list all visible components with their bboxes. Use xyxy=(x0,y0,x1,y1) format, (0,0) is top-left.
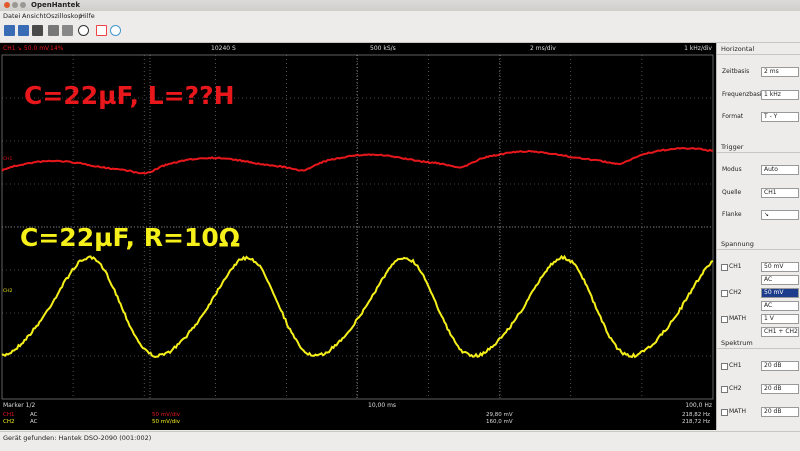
toolbar xyxy=(0,21,800,43)
save-button[interactable] xyxy=(18,25,29,36)
checkbox[interactable] xyxy=(721,316,728,323)
dock-separator xyxy=(717,348,800,349)
field-label: Frequenzbasis xyxy=(722,90,765,98)
field-label: CH1 xyxy=(729,362,742,369)
combobox[interactable]: T - Y xyxy=(761,112,799,122)
combobox[interactable]: AC xyxy=(761,301,799,311)
marker-time: 10,00 ms xyxy=(368,402,397,409)
header-freqbase: 1 kHz/div xyxy=(684,45,712,52)
window-title: OpenHantek xyxy=(31,1,81,9)
export-button[interactable] xyxy=(62,25,73,36)
combobox[interactable]: 50 mV xyxy=(761,288,799,298)
combobox[interactable]: 1 V xyxy=(761,314,799,324)
ch2-trace xyxy=(1,254,714,359)
dock-separator xyxy=(717,54,800,55)
measurement: 50 mV/div xyxy=(152,419,180,425)
field-label: MATH xyxy=(729,408,746,415)
field-label: CH2 xyxy=(729,385,742,392)
combobox[interactable]: 1 kHz xyxy=(761,89,799,100)
combobox[interactable]: 20 dB xyxy=(761,361,799,371)
combobox[interactable]: ↘ xyxy=(761,210,799,220)
title-bar: OpenHantek xyxy=(0,0,800,11)
field-label: Zeitbasis xyxy=(722,68,750,75)
checkbox[interactable] xyxy=(721,363,728,370)
dock-title: Horizontal xyxy=(721,45,755,53)
dock-panel: Horizontal Zeitbasis 2 ms Frequenzbasis 1 kH… xyxy=(716,43,800,430)
open-button[interactable] xyxy=(4,25,15,36)
marker-label: Marker 1/2 xyxy=(3,402,36,409)
channel-marker: CH1 xyxy=(3,157,13,162)
field-label: MATH xyxy=(729,315,746,322)
run-button[interactable] xyxy=(78,25,89,36)
dock-title: Trigger xyxy=(721,143,744,151)
measurement: 218,82 Hz xyxy=(682,412,711,418)
menu-item[interactable]: Ansicht xyxy=(22,12,47,20)
minimize-button[interactable] xyxy=(12,2,18,8)
print-button[interactable] xyxy=(48,25,59,36)
status-bar: Gerät gefunden: Hantek DSO-2090 (001:002… xyxy=(0,431,800,451)
combobox[interactable]: 20 dB xyxy=(761,407,799,417)
combobox[interactable]: AC xyxy=(761,275,799,285)
combobox[interactable]: 2 ms xyxy=(761,67,799,77)
menu-item[interactable]: Oszilloskop xyxy=(46,12,83,20)
dock-separator xyxy=(717,152,800,153)
dock-title: Spannung xyxy=(721,240,754,248)
digital-phosphor-button[interactable] xyxy=(96,25,107,36)
field-label: CH1 xyxy=(729,263,742,270)
measurement: 160,0 mV xyxy=(486,419,513,425)
measurement: AC xyxy=(30,412,38,418)
checkbox[interactable] xyxy=(721,409,728,416)
annotation: C=22µF, L=??H xyxy=(24,81,235,110)
combobox[interactable]: Auto xyxy=(761,165,799,175)
header-pretrigger: 14% xyxy=(50,45,64,52)
checkbox[interactable] xyxy=(721,290,728,297)
header-trigger: ↘ 50.0 mV xyxy=(17,45,50,52)
header-samples: 10240 S xyxy=(211,45,236,52)
field-label: CH2 xyxy=(729,289,742,296)
close-button[interactable] xyxy=(4,2,10,8)
header-channel: CH1 xyxy=(3,45,16,52)
channel-marker: CH2 xyxy=(3,289,13,294)
field-label: Modus xyxy=(722,166,742,173)
ch1-trace xyxy=(1,146,714,175)
scope-view: CH1 ↘ 50.0 mV 14% 10240 S 500 kS/s 2 ms/… xyxy=(0,43,716,430)
marker-frequency: 100,0 Hz xyxy=(685,402,712,409)
zoom-button[interactable] xyxy=(110,25,121,36)
measurement: CH1 xyxy=(3,412,15,418)
header-timebase: 2 ms/div xyxy=(530,45,556,52)
combobox[interactable]: CH1 xyxy=(761,187,799,198)
status-text: Gerät gefunden: Hantek DSO-2090 (001:002… xyxy=(3,434,152,442)
maximize-button[interactable] xyxy=(20,2,26,8)
combobox[interactable]: CH1 + CH2 xyxy=(761,327,799,337)
measurement: 50 mV/div xyxy=(152,412,180,418)
dock-separator xyxy=(717,249,800,250)
save-as-button[interactable] xyxy=(32,25,43,36)
measurement: AC xyxy=(30,419,38,425)
measurement: 29,80 mV xyxy=(486,412,513,418)
checkbox[interactable] xyxy=(721,386,728,393)
dock-title: Spektrum xyxy=(721,339,753,347)
menu-item[interactable]: Hilfe xyxy=(80,12,95,20)
field-label: Format xyxy=(722,113,744,120)
measurement: CH2 xyxy=(3,419,15,425)
combobox[interactable]: 20 dB xyxy=(761,384,799,394)
header-samplerate: 500 kS/s xyxy=(370,45,396,52)
menu-bar: Datei Ansicht Oszilloskop Hilfe xyxy=(0,11,800,21)
measurement: 218,72 Hz xyxy=(682,419,711,425)
field-label: Flanke xyxy=(722,211,742,218)
combobox[interactable]: 50 mV xyxy=(761,262,799,272)
annotation: C=22µF, R=10Ω xyxy=(20,223,240,252)
checkbox[interactable] xyxy=(721,264,728,271)
scope-canvas xyxy=(1,54,714,400)
field-label: Quelle xyxy=(722,188,742,196)
menu-item[interactable]: Datei xyxy=(3,12,21,20)
